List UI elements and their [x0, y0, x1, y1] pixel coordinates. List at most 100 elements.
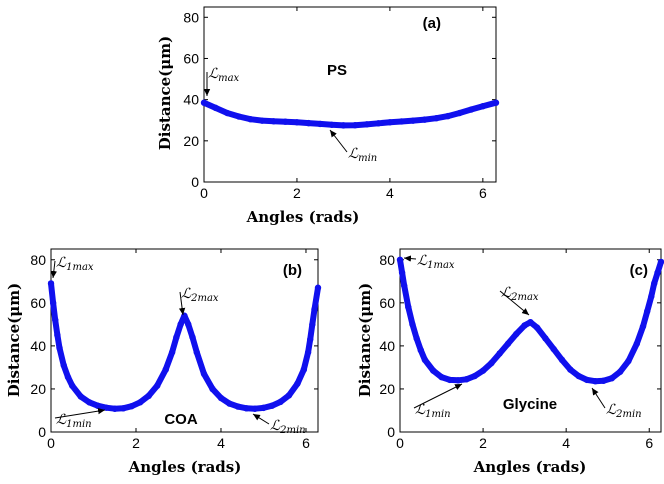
y-tick-label: 80 [183, 9, 199, 25]
y-tick-label: 0 [387, 424, 395, 440]
data-point [496, 350, 503, 357]
data-point [363, 121, 370, 128]
data-point [314, 284, 322, 291]
data-point [285, 392, 293, 399]
data-point [234, 403, 242, 410]
data-point [340, 122, 347, 129]
y-tick-label: 20 [30, 381, 46, 397]
annotation-arrow [178, 291, 186, 316]
annotation-label: ℒ2max [181, 286, 219, 304]
annotation-subscript: max [218, 73, 239, 84]
data-point [409, 117, 417, 124]
data-point [77, 393, 84, 400]
data-point [49, 299, 57, 307]
panel-c-glycine: Distance(μm) Angles (rads) (c) Glycine 0… [356, 248, 664, 476]
annotation-label: ℒmin [348, 146, 377, 164]
data-point [654, 269, 661, 276]
annotation-subscript: 2max [510, 292, 539, 303]
data-point [168, 349, 176, 356]
y-axis-label: Distance(μm) [156, 36, 174, 150]
data-point [413, 335, 420, 342]
data-series-line [201, 99, 499, 129]
y-tick-label: 80 [379, 252, 395, 268]
data-point [396, 256, 404, 263]
annotation-label: ℒ2max [501, 285, 539, 303]
sample-name-label: COA [164, 411, 198, 428]
data-point [463, 376, 470, 383]
annotation-base: ℒ [501, 285, 512, 301]
data-point [639, 323, 647, 330]
data-point [583, 376, 591, 384]
data-point [300, 366, 308, 373]
annotation-base: ℒ [606, 402, 617, 418]
annotation-label: ℒ1max [417, 253, 455, 271]
y-tick-label: 0 [38, 424, 46, 440]
data-point [488, 359, 495, 367]
data-point [247, 116, 254, 123]
data-point [268, 402, 276, 409]
annotation-subscript: 1max [427, 260, 455, 271]
annotation-arrow [413, 383, 463, 409]
data-point [513, 330, 520, 338]
data-point [446, 376, 454, 384]
y-axis-label: Distance(μm) [356, 283, 374, 397]
x-tick-label: 0 [396, 435, 404, 451]
data-point [600, 377, 607, 384]
data-point [575, 372, 582, 380]
data-point [200, 370, 208, 378]
data-point [625, 357, 632, 365]
annotation-base: ℒ [56, 255, 67, 271]
data-point [226, 400, 233, 407]
data-point [185, 321, 192, 328]
x-tick-label: 0 [47, 435, 55, 451]
data-point [251, 405, 259, 412]
data-point [52, 316, 59, 324]
x-tick-label: 4 [562, 435, 570, 451]
annotation-arrow [252, 413, 270, 425]
data-point [398, 118, 405, 125]
y-tick-label: 60 [183, 50, 199, 66]
x-tick-label: 6 [302, 435, 310, 451]
annotation-base: ℒ [181, 286, 192, 302]
data-point [64, 373, 72, 381]
data-point [438, 373, 445, 381]
data-point [616, 368, 624, 375]
y-axis-label: Distance(μm) [5, 283, 23, 397]
x-axis-label: Angles (rads) [246, 208, 360, 226]
data-point [282, 118, 289, 125]
data-point [56, 344, 63, 352]
annotation-label: ℒ2min [606, 402, 642, 420]
panel-b-coa: Distance(μm) Angles (rads) (b) COA 0 2 4 60… [5, 248, 322, 476]
data-point [558, 356, 566, 364]
annotation-subscript: 2min [615, 409, 641, 420]
annotation-label: ℒ1max [56, 255, 94, 273]
data-point [270, 118, 277, 125]
data-point [311, 306, 318, 313]
x-tick-label: 0 [200, 185, 208, 201]
annotation-base: ℒ [348, 146, 359, 162]
data-point [648, 293, 655, 300]
data-point [643, 308, 651, 315]
data-point [657, 258, 664, 266]
x-tick-label: 4 [217, 435, 225, 451]
y-tick-label: 40 [379, 338, 395, 354]
data-point [137, 399, 144, 406]
annotation-label: ℒmax [208, 66, 240, 84]
data-point [608, 374, 616, 382]
data-point [181, 312, 188, 319]
data-point [307, 336, 314, 343]
panel-label: (a) [423, 15, 441, 32]
y-tick-label: 40 [183, 92, 199, 108]
data-point [260, 404, 267, 412]
data-point [47, 280, 55, 287]
annotation-label: ℒ1min [56, 412, 92, 430]
data-point [542, 335, 549, 342]
y-tick-label: 20 [379, 381, 395, 397]
data-point [235, 113, 243, 120]
data-point [398, 269, 406, 276]
data-point [386, 119, 394, 126]
y-tick-label: 20 [183, 133, 199, 149]
data-point [305, 119, 312, 127]
data-point [492, 99, 500, 106]
